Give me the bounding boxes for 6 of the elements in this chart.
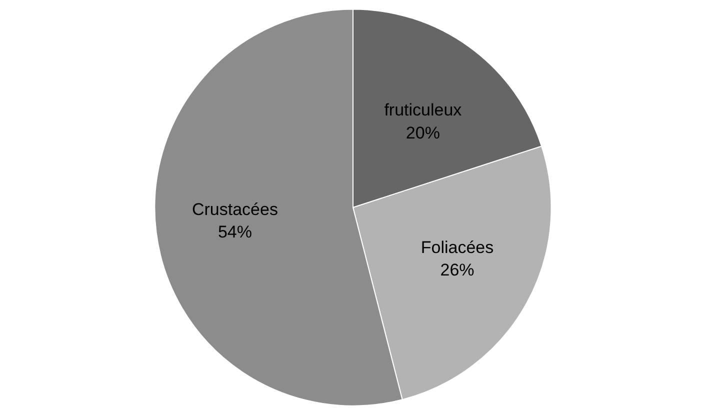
data-label: 20%	[406, 123, 440, 142]
slice-label: fruticuleux	[384, 100, 462, 120]
slice-label: Crustacées	[192, 200, 278, 219]
data-label: 54%	[218, 222, 252, 242]
slice-label: Foliacées	[420, 238, 494, 257]
data-label: 26%	[440, 260, 474, 280]
